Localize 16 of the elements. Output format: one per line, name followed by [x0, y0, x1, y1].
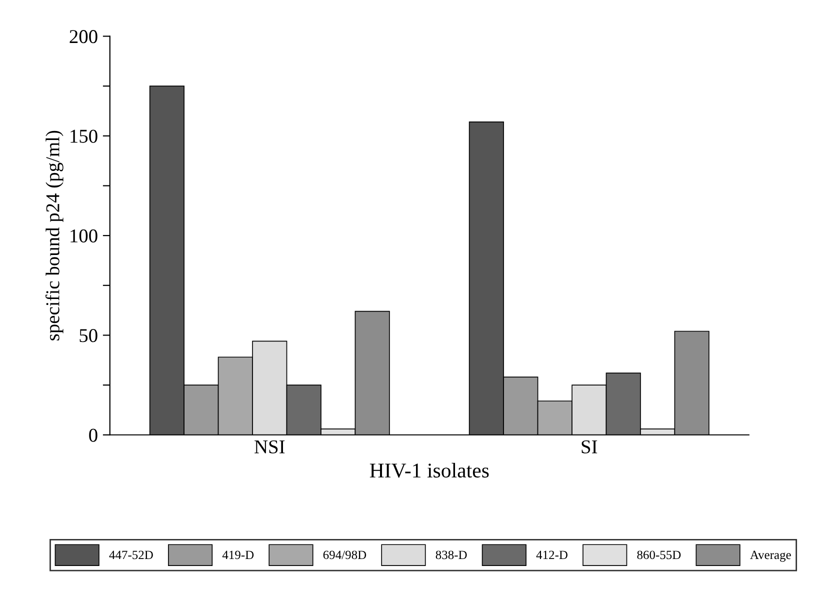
y-tick-label: 0 [89, 428, 98, 442]
legend-label: 694/98D [323, 550, 366, 560]
x-tick-label: SI [582, 440, 598, 454]
legend-label: 860-55D [637, 550, 681, 560]
x-axis-title: HIV-1 isolates [370, 462, 489, 478]
y-tick-label: 200 [70, 30, 98, 44]
x-tick-label: NSI [254, 440, 285, 454]
y-tick-label: 150 [70, 130, 98, 143]
legend-label: 419-D [222, 550, 254, 560]
legend-label: 838-D [436, 550, 467, 560]
y-axis-title: specific bound p24 (pg/ml) [45, 130, 64, 340]
legend-label: 412-D [536, 550, 568, 560]
legend-label: Average [750, 550, 791, 562]
legend-label: 447-52D [109, 550, 153, 560]
y-tick-label: 50 [80, 329, 98, 342]
y-tick-label: 100 [70, 229, 98, 242]
